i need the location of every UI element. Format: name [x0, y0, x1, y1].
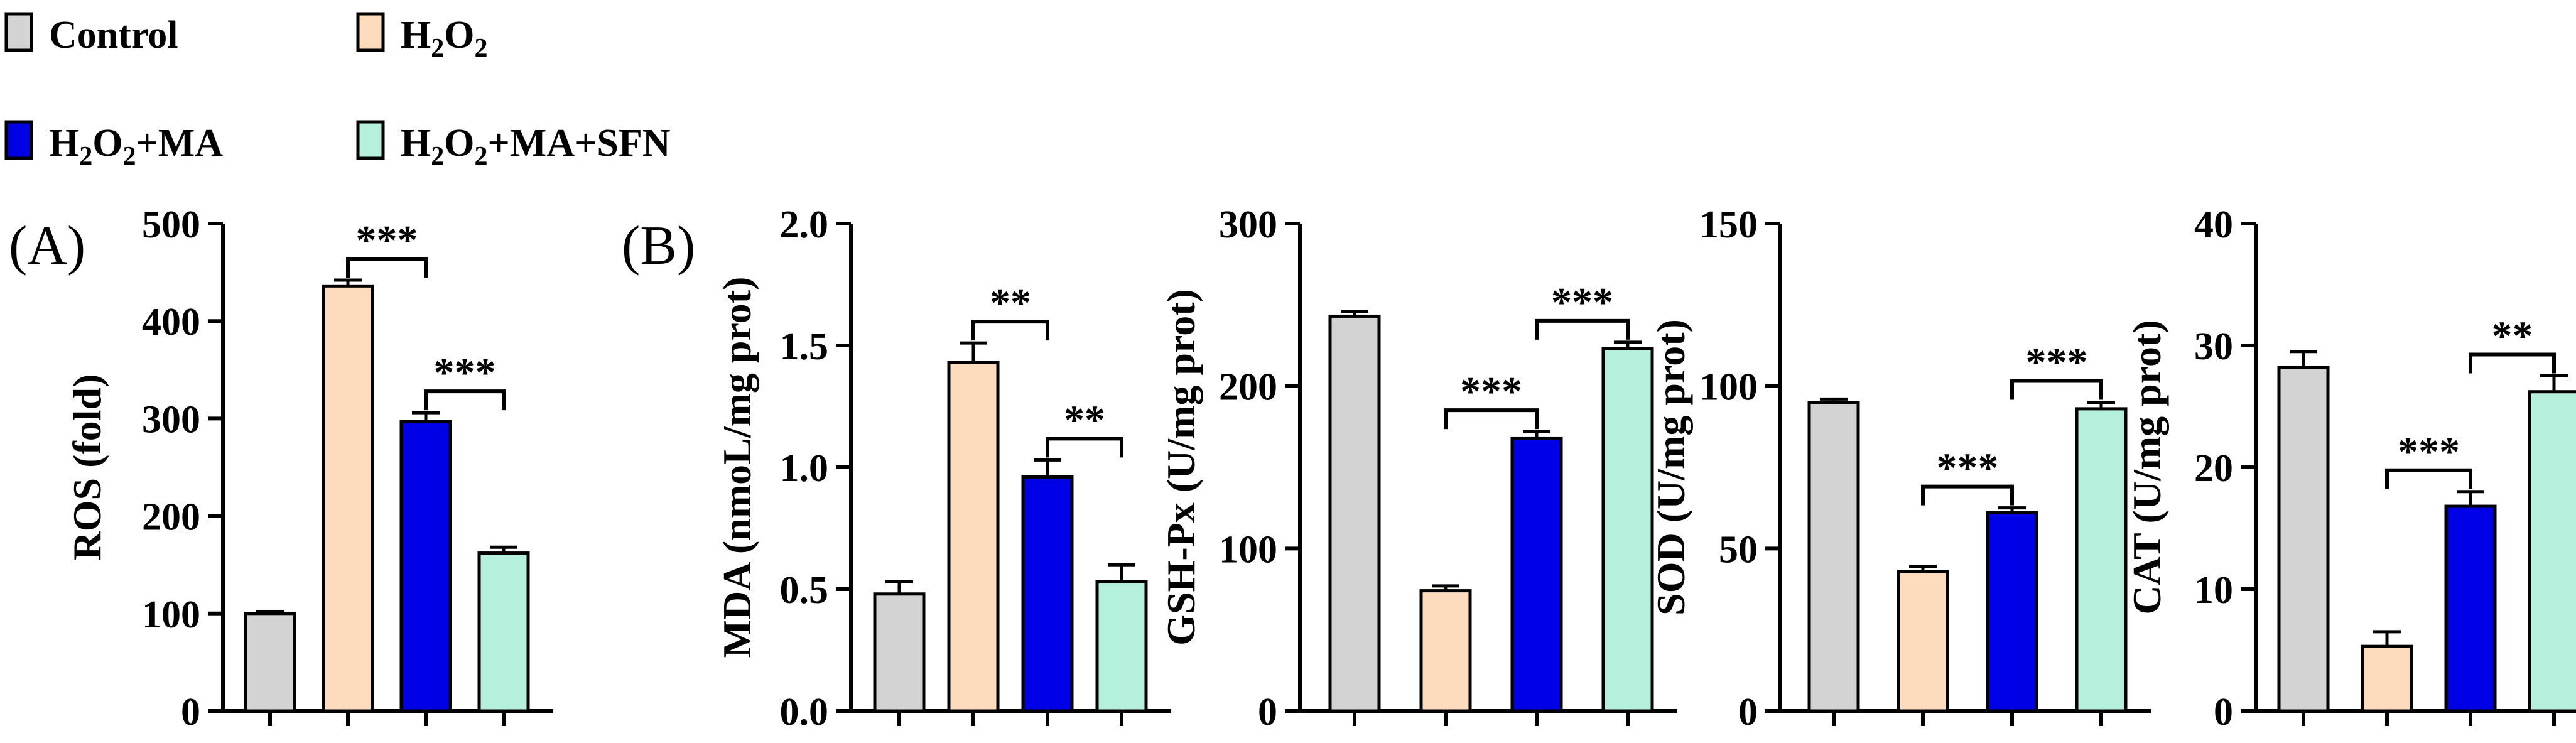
sod-y-tick-label: 0 — [1738, 691, 1758, 734]
gsh-px-bar-h2o2-ma — [1510, 436, 1563, 713]
mda-bar-h2o2-ma — [1021, 475, 1074, 713]
mda-y-tick-label: 1.0 — [780, 447, 829, 490]
legend-label-control: Control — [49, 14, 178, 57]
gsh-px-y-tick-label: 200 — [1219, 366, 1277, 409]
mda-significance-label: ** — [1064, 397, 1105, 443]
legend-label-h2o2-ma-sfn: H2O2+MA+SFN — [401, 122, 671, 171]
sod-bar-h2o2-ma-sfn — [2075, 407, 2128, 713]
legend-swatch-h2o2-ma-sfn — [356, 120, 385, 160]
sod-significance-bracket — [2010, 379, 2103, 400]
legend-item-h2o2-ma: H2O2+MA — [4, 120, 223, 171]
mda-significance-label: ** — [990, 280, 1031, 326]
mda-bar-h2o2-ma-sfn — [1095, 580, 1148, 713]
legend-swatch-h2o2-ma — [4, 120, 33, 160]
legend-item-h2o2-ma-sfn: H2O2+MA+SFN — [356, 120, 671, 171]
ros-bar-control — [244, 612, 296, 713]
sod-bar-h2o2 — [1897, 570, 1949, 713]
ros-bar-h2o2 — [322, 284, 374, 713]
mda-bar-h2o2 — [947, 361, 1000, 713]
gsh-px-significance-label: *** — [1551, 279, 1613, 325]
mda-y-tick-label: 0.5 — [780, 569, 829, 612]
mda-y-tick-label: 2.0 — [780, 203, 829, 246]
mda-y-tick-label: 0.0 — [780, 691, 829, 734]
cat-significance-bracket — [2385, 468, 2472, 489]
cat-bar-control — [2277, 366, 2330, 713]
ros-bar-h2o2-ma — [399, 420, 452, 713]
gsh-px-significance-bracket — [1444, 408, 1539, 430]
gsh-px-y-axis-title: GSH-Px (U/mg prot) — [1159, 289, 1203, 646]
gsh-px-significance-bracket — [1535, 318, 1630, 340]
ros-y-tick-label: 100 — [142, 594, 200, 636]
gsh-px-y-tick-label: 0 — [1258, 691, 1277, 734]
ros-significance-bracket — [424, 389, 506, 411]
gsh-px-bar-h2o2-ma-sfn — [1601, 347, 1654, 713]
mda-significance-bracket — [971, 320, 1049, 341]
cat-significance-label: ** — [2492, 313, 2533, 359]
cat-y-tick-label: 20 — [2194, 447, 2233, 490]
sod-y-tick-label: 100 — [1699, 366, 1758, 409]
legend-label-h2o2: H2O2 — [401, 14, 487, 63]
cat-y-tick-label: 0 — [2214, 691, 2233, 734]
sod-y-tick-label: 150 — [1699, 203, 1758, 246]
legend: Control H2O2 H2O2+MA H2O2+MA+SFN — [4, 12, 671, 171]
legend-label-h2o2-ma: H2O2+MA — [49, 122, 223, 171]
sod-significance-label: *** — [1937, 445, 1999, 491]
sod-y-tick-label: 50 — [1719, 528, 1758, 571]
panel-label-a: (A) — [9, 215, 85, 276]
gsh-px-bar-h2o2 — [1419, 589, 1472, 713]
cat-y-tick-label: 10 — [2194, 569, 2233, 612]
mda-y-axis-title: MDA (nmoL/mg prot) — [715, 277, 759, 658]
panel-label-b: (B) — [622, 215, 695, 276]
legend-item-control: Control — [4, 12, 178, 57]
mda-y-tick-label: 1.5 — [780, 325, 829, 368]
sod-bar-control — [1807, 401, 1860, 713]
sod-significance-bracket — [1921, 484, 2014, 506]
legend-swatch-h2o2 — [356, 12, 385, 52]
gsh-px-bar-control — [1328, 314, 1381, 713]
cat-y-tick-label: 30 — [2194, 325, 2233, 368]
mda-significance-bracket — [1046, 437, 1123, 458]
ros-y-tick-label: 400 — [142, 301, 200, 344]
cat-y-axis-title: CAT (U/mg prot) — [2124, 320, 2169, 614]
ros-y-tick-label: 500 — [142, 203, 200, 246]
chart-mda: 0.0 0.5 1.0 1.5 2.0 MDA (nmoL/mg prot) ** ** — [715, 203, 1171, 734]
ros-significance-bracket — [346, 257, 428, 278]
ros-bar-h2o2-ma-sfn — [477, 551, 530, 713]
cat-bar-h2o2-ma-sfn — [2528, 390, 2576, 713]
ros-y-tick-label: 0 — [181, 691, 200, 734]
sod-bar-h2o2-ma — [1986, 511, 2038, 713]
chart-sod: 0 50 100 150 SOD (U/mg prot) *** *** — [1648, 203, 2151, 734]
legend-item-h2o2: H2O2 — [356, 12, 487, 63]
chart-gsh-px: 0 100 200 300 GSH-Px (U/mg prot) *** *** — [1159, 203, 1677, 734]
cat-bar-h2o2 — [2361, 644, 2413, 713]
mda-bar-control — [873, 592, 926, 713]
cat-significance-label: *** — [2398, 429, 2460, 475]
gsh-px-significance-label: *** — [1460, 369, 1522, 415]
gsh-px-y-tick-label: 100 — [1219, 528, 1277, 571]
ros-significance-label: *** — [434, 350, 496, 396]
ros-significance-label: *** — [356, 217, 418, 263]
ros-y-tick-label: 200 — [142, 496, 200, 539]
chart-ros: 0 100 200 300 400 500 ROS (fold) *** *** — [65, 203, 553, 734]
legend-swatch-control — [4, 12, 33, 52]
sod-significance-label: *** — [2026, 340, 2088, 386]
cat-bar-h2o2-ma — [2444, 504, 2497, 713]
cat-y-tick-label: 40 — [2194, 203, 2233, 246]
cat-significance-bracket — [2469, 352, 2556, 374]
ros-y-axis-title: ROS (fold) — [65, 374, 109, 561]
ros-y-tick-label: 300 — [142, 398, 200, 441]
gsh-px-y-tick-label: 300 — [1219, 203, 1277, 246]
sod-y-axis-title: SOD (U/mg prot) — [1648, 319, 1693, 616]
